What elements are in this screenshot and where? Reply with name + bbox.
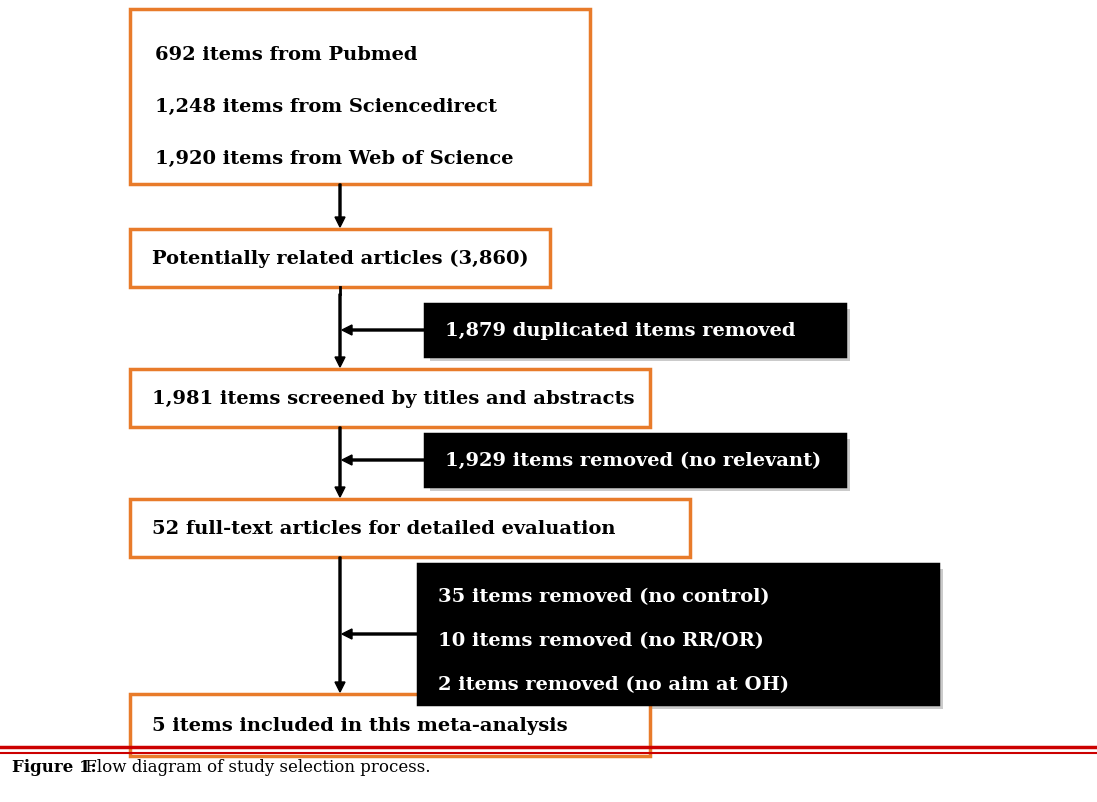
- Text: Flow diagram of study selection process.: Flow diagram of study selection process.: [80, 758, 430, 775]
- Text: Potentially related articles (3,860): Potentially related articles (3,860): [152, 249, 529, 268]
- Text: 5 items included in this meta-analysis: 5 items included in this meta-analysis: [152, 716, 567, 734]
- Bar: [430, 439, 850, 492]
- FancyArrow shape: [335, 294, 344, 367]
- FancyArrow shape: [342, 326, 425, 335]
- Bar: [425, 305, 845, 357]
- Bar: [418, 565, 938, 704]
- Text: 1,879 duplicated items removed: 1,879 duplicated items removed: [445, 322, 795, 339]
- Text: 52 full-text articles for detailed evaluation: 52 full-text articles for detailed evalu…: [152, 520, 615, 537]
- Text: 1,248 items from Sciencedirect: 1,248 items from Sciencedirect: [155, 98, 497, 115]
- Bar: [131, 10, 590, 184]
- Text: Figure 1:: Figure 1:: [12, 758, 97, 775]
- FancyArrow shape: [342, 456, 425, 465]
- Bar: [425, 435, 845, 486]
- Text: 10 items removed (no RR/OR): 10 items removed (no RR/OR): [438, 631, 764, 649]
- Text: 1,929 items removed (no relevant): 1,929 items removed (no relevant): [445, 452, 822, 469]
- Text: 1,920 items from Web of Science: 1,920 items from Web of Science: [155, 150, 513, 168]
- FancyArrow shape: [335, 557, 344, 692]
- Text: 2 items removed (no aim at OH): 2 items removed (no aim at OH): [438, 675, 789, 693]
- Bar: [423, 569, 943, 709]
- Bar: [131, 229, 550, 288]
- Text: 35 items removed (no control): 35 items removed (no control): [438, 587, 770, 606]
- Bar: [430, 310, 850, 362]
- FancyArrow shape: [335, 184, 344, 228]
- FancyArrow shape: [342, 630, 418, 639]
- Bar: [131, 500, 690, 557]
- Bar: [131, 695, 651, 756]
- Text: 1,981 items screened by titles and abstracts: 1,981 items screened by titles and abstr…: [152, 390, 634, 407]
- FancyArrow shape: [335, 427, 344, 497]
- Text: 692 items from Pubmed: 692 items from Pubmed: [155, 46, 418, 64]
- Bar: [131, 370, 651, 427]
